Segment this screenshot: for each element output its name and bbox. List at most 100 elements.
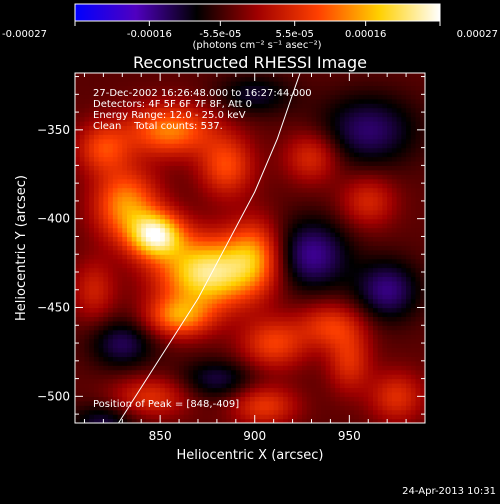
heatmap-cell	[103, 143, 108, 148]
heatmap-cell	[222, 294, 227, 299]
heatmap-cell	[226, 343, 231, 348]
heatmap-cell	[259, 303, 264, 308]
heatmap-cell	[288, 152, 293, 157]
heatmap-cell	[345, 405, 350, 410]
heatmap-cell	[335, 174, 340, 179]
heatmap-cell	[212, 334, 217, 339]
heatmap-cell	[311, 374, 316, 379]
heatmap-cell	[340, 139, 345, 144]
heatmap-cell	[326, 410, 331, 415]
heatmap-cell	[189, 276, 194, 281]
heatmap-cell	[89, 303, 94, 308]
heatmap-cell	[302, 125, 307, 130]
heatmap-cell	[113, 281, 118, 286]
heatmap-cell	[179, 414, 184, 419]
heatmap-cell	[349, 196, 354, 201]
heatmap-cell	[89, 77, 94, 82]
heatmap-cell	[274, 121, 279, 126]
heatmap-cell	[241, 170, 246, 175]
heatmap-cell	[274, 205, 279, 210]
heatmap-cell	[146, 343, 151, 348]
heatmap-cell	[368, 352, 373, 357]
heatmap-cell	[89, 272, 94, 277]
heatmap-cell	[335, 85, 340, 90]
heatmap-cell	[217, 263, 222, 268]
heatmap-cell	[179, 139, 184, 144]
heatmap-cell	[184, 219, 189, 224]
heatmap-cell	[99, 241, 104, 246]
heatmap-cell	[122, 352, 127, 357]
heatmap-cell	[99, 161, 104, 166]
heatmap-cell	[89, 268, 94, 273]
heatmap-cell	[335, 316, 340, 321]
heatmap-cell	[132, 77, 137, 82]
heatmap-cell	[255, 108, 260, 113]
heatmap-cell	[345, 241, 350, 246]
heatmap-cell	[354, 383, 359, 388]
heatmap-cell	[340, 396, 345, 401]
heatmap-cell	[193, 139, 198, 144]
heatmap-cell	[349, 392, 354, 397]
heatmap-cell	[307, 223, 312, 228]
heatmap-cell	[184, 290, 189, 295]
heatmap-cell	[226, 201, 231, 206]
heatmap-cell	[89, 379, 94, 384]
heatmap-cell	[103, 236, 108, 241]
heatmap-cell	[259, 232, 264, 237]
heatmap-cell	[326, 356, 331, 361]
heatmap-cell	[222, 205, 227, 210]
heatmap-cell	[335, 223, 340, 228]
heatmap-cell	[288, 321, 293, 326]
heatmap-cell	[359, 130, 364, 135]
heatmap-cell	[203, 414, 208, 419]
heatmap-cell	[75, 170, 80, 175]
heatmap-cell	[340, 294, 345, 299]
heatmap-cell	[151, 276, 156, 281]
heatmap-cell	[174, 308, 179, 313]
heatmap-cell	[311, 245, 316, 250]
heatmap-cell	[179, 392, 184, 397]
heatmap-cell	[335, 290, 340, 295]
heatmap-cell	[364, 232, 369, 237]
heatmap-cell	[226, 121, 231, 126]
heatmap-cell	[259, 152, 264, 157]
heatmap-cell	[160, 339, 165, 344]
heatmap-cell	[222, 188, 227, 193]
heatmap-cell	[330, 383, 335, 388]
heatmap-cell	[241, 77, 246, 82]
heatmap-cell	[99, 356, 104, 361]
heatmap-cell	[297, 174, 302, 179]
heatmap-cell	[283, 290, 288, 295]
heatmap-cell	[113, 245, 118, 250]
heatmap-cell	[222, 263, 227, 268]
heatmap-cell	[250, 254, 255, 259]
heatmap-cell	[108, 165, 113, 170]
heatmap-cell	[80, 330, 85, 335]
heatmap-cell	[255, 81, 260, 86]
heatmap-cell	[146, 188, 151, 193]
heatmap-cell	[364, 219, 369, 224]
heatmap-cell	[108, 285, 113, 290]
heatmap-cell	[255, 117, 260, 122]
heatmap-cell	[151, 228, 156, 233]
heatmap-cell	[236, 143, 241, 148]
heatmap-cell	[368, 152, 373, 157]
heatmap-cell	[274, 157, 279, 162]
heatmap-cell	[283, 139, 288, 144]
heatmap-cell	[264, 121, 269, 126]
heatmap-cell	[118, 201, 123, 206]
heatmap-cell	[84, 117, 89, 122]
heatmap-cell	[293, 205, 298, 210]
heatmap-cell	[330, 379, 335, 384]
heatmap-cell	[89, 281, 94, 286]
heatmap-cell	[316, 299, 321, 304]
heatmap-cell	[307, 294, 312, 299]
heatmap-cell	[349, 334, 354, 339]
heatmap-cell	[345, 356, 350, 361]
heatmap-cell	[345, 276, 350, 281]
heatmap-cell	[255, 214, 260, 219]
heatmap-cell	[297, 396, 302, 401]
heatmap-cell	[151, 272, 156, 277]
heatmap-cell	[198, 236, 203, 241]
heatmap-cell	[245, 401, 250, 406]
